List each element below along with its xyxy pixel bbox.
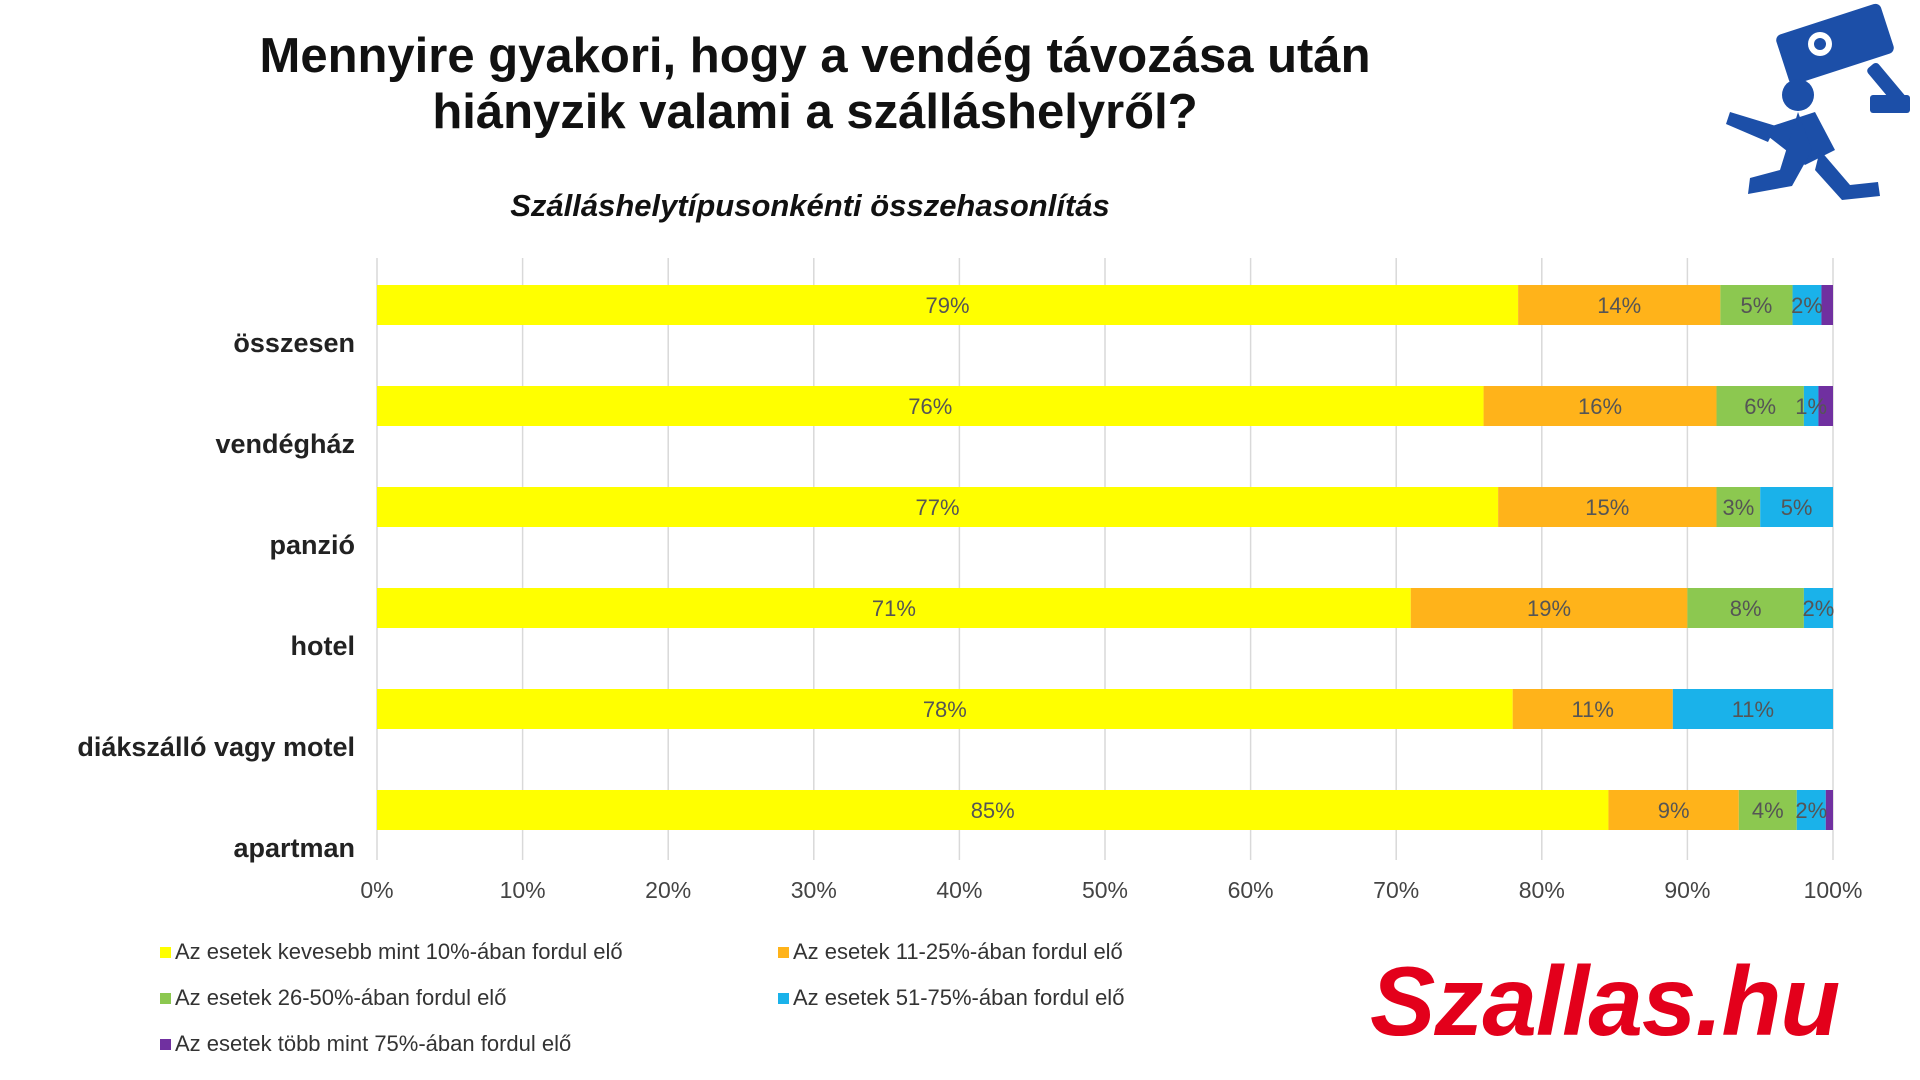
data-label: 78% — [923, 697, 967, 722]
legend-swatch — [778, 946, 789, 958]
bar-segment — [377, 386, 1484, 426]
bar-segment — [1512, 689, 1673, 729]
category-label: apartman — [233, 833, 355, 863]
data-label: 2% — [1795, 798, 1827, 823]
data-label: 16% — [1578, 394, 1622, 419]
legend-item: Az esetek több mint 75%-ában fordul elő — [160, 1030, 571, 1057]
bar-segment — [1738, 790, 1797, 830]
bar-segment — [377, 285, 1519, 325]
bar-segment — [1687, 588, 1804, 628]
data-label: 14% — [1597, 293, 1641, 318]
data-label: 4% — [1752, 798, 1784, 823]
data-label: 3% — [1722, 495, 1754, 520]
legend-item: Az esetek 11-25%-ában fordul elő — [778, 938, 1123, 965]
bar-segment — [377, 790, 1609, 830]
bar-segment — [1796, 790, 1826, 830]
chart-title: Mennyire gyakori, hogy a vendég távozása… — [220, 28, 1410, 140]
bar-segment — [1821, 285, 1833, 325]
x-tick-label: 80% — [1519, 877, 1565, 903]
legend-swatch — [160, 992, 171, 1004]
category-label: összesen — [233, 328, 355, 358]
bar-segment — [1803, 588, 1833, 628]
x-tick-label: 0% — [360, 877, 393, 903]
bar-segment — [377, 588, 1411, 628]
legend-item: Az esetek kevesebb mint 10%-ában fordul … — [160, 938, 623, 965]
data-label: 76% — [908, 394, 952, 419]
data-label: 85% — [971, 798, 1015, 823]
data-label: 77% — [916, 495, 960, 520]
data-label: 19% — [1527, 596, 1571, 621]
data-label: 79% — [926, 293, 970, 318]
bar-segment — [1716, 487, 1761, 527]
bar-segment — [1483, 386, 1717, 426]
x-tick-labels: 0% 10% 20% 30% 40% 50% 60% 70% 80% 90% 100% — [360, 877, 1862, 903]
data-label: 11% — [1732, 697, 1774, 722]
category-label: vendégház — [215, 429, 355, 459]
bar-segment — [1518, 285, 1721, 325]
bar-segment — [1818, 386, 1833, 426]
x-tick-label: 10% — [500, 877, 546, 903]
x-tick-label: 30% — [791, 877, 837, 903]
x-tick-label: 100% — [1804, 877, 1863, 903]
bar-segment — [1672, 689, 1833, 729]
data-label: 6% — [1744, 394, 1776, 419]
category-labels: összesen vendégház panzió hotel diákszálló v… — [77, 328, 355, 863]
x-tick-label: 70% — [1373, 877, 1419, 903]
data-label: 15% — [1585, 495, 1629, 520]
data-label: 2% — [1791, 293, 1823, 318]
bar-segment — [1825, 790, 1833, 830]
data-label: 9% — [1658, 798, 1690, 823]
legend-item: Az esetek 51-75%-ában fordul elő — [778, 984, 1124, 1011]
legend-label: Az esetek kevesebb mint 10%-ában fordul … — [175, 939, 623, 965]
category-label: hotel — [291, 631, 356, 661]
legend-label: Az esetek 51-75%-ában fordul elő — [793, 985, 1125, 1011]
bar-segment — [1608, 790, 1739, 830]
chart-subtitle: Szálláshelytípusonkénti összehasonlítás — [510, 188, 1110, 223]
legend-label: Az esetek 26-50%-ában fordul elő — [175, 985, 507, 1011]
data-label: 8% — [1730, 596, 1762, 621]
thief-security-camera-icon — [1726, 3, 1910, 200]
bars — [377, 285, 1833, 830]
bar-segment — [1803, 386, 1819, 426]
legend-swatch — [778, 992, 789, 1004]
bar-segment — [1410, 588, 1688, 628]
x-tick-label: 60% — [1228, 877, 1274, 903]
x-tick-label: 90% — [1664, 877, 1710, 903]
category-label: panzió — [270, 530, 356, 560]
legend-label: Az esetek több mint 75%-ában fordul elő — [175, 1031, 572, 1057]
x-tick-label: 40% — [936, 877, 982, 903]
legend-swatch — [160, 1038, 171, 1050]
bar-segment — [377, 689, 1513, 729]
bar-segment — [1498, 487, 1717, 527]
bar-segment — [1792, 285, 1822, 325]
legend-label: Az esetek 11-25%-ában fordul elő — [793, 939, 1123, 965]
data-label: 1% — [1795, 394, 1827, 419]
bar-segment — [1760, 487, 1833, 527]
data-label: 5% — [1781, 495, 1813, 520]
category-label: diákszálló vagy motel — [77, 732, 355, 762]
data-label: 11% — [1572, 697, 1614, 722]
chart-title-line-1: Mennyire gyakori, hogy a vendég távozása… — [259, 29, 1371, 83]
legend-swatch — [160, 946, 171, 958]
data-label: 71% — [872, 596, 916, 621]
grid-lines — [376, 258, 1834, 860]
bar-segment — [1720, 285, 1793, 325]
data-labels: 79% 14% 5% 2% 76% 16% 6% 1% 77% 15% 3% 5% 71% 19% 8% 2%… — [872, 293, 1834, 823]
chart-title-line-2: hiányzik valami a szálláshelyről? — [432, 85, 1198, 139]
bar-segment — [1716, 386, 1804, 426]
data-label: 2% — [1803, 596, 1835, 621]
x-tick-label: 20% — [645, 877, 691, 903]
szallas-logo: Szallas.hu — [1370, 946, 1840, 1056]
bar-segment — [377, 487, 1499, 527]
data-label: 5% — [1741, 293, 1773, 318]
legend-item: Az esetek 26-50%-ában fordul elő — [160, 984, 506, 1011]
x-tick-label: 50% — [1082, 877, 1128, 903]
